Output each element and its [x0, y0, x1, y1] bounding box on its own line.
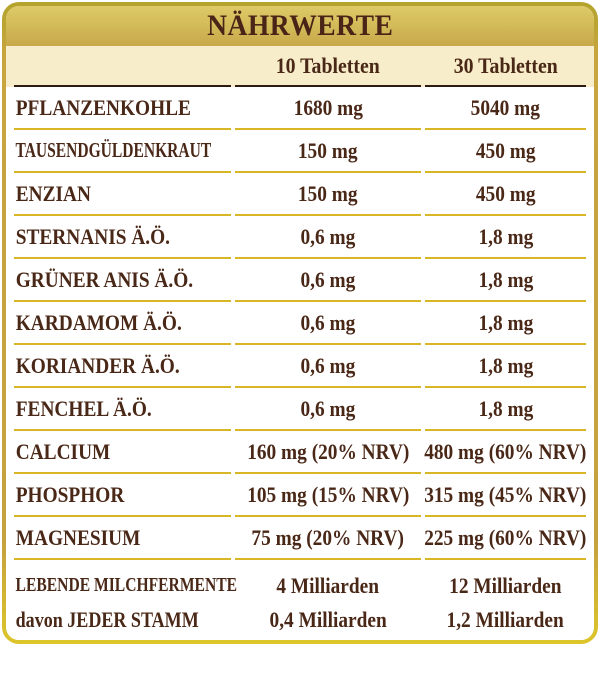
table-row: GRÜNER ANIS Ä.Ö. 0,6 mg 1,8 mg	[6, 259, 594, 302]
column-header-30-tabletten: 30 Tabletten	[425, 46, 586, 87]
table-row: STERNANIS Ä.Ö. 0,6 mg 1,8 mg	[6, 216, 594, 259]
live-ferments-block: LEBENDE MILCHFERMENTE 4 Milliarden 12 Mi…	[6, 560, 594, 640]
column-header-empty	[14, 46, 231, 87]
table-row: PHOSPHOR 105 mg (15% NRV) 315 mg (45% NR…	[6, 474, 594, 517]
row-value-30: 480 mg (60% NRV)	[424, 438, 587, 464]
row-label: TAUSENDGÜLDENKRAUT	[15, 138, 212, 162]
row-label: KARDAMOM Ä.Ö.	[15, 309, 182, 335]
row-value-30: 450 mg	[475, 180, 536, 206]
table-row: CALCIUM 160 mg (20% NRV) 480 mg (60% NRV…	[6, 431, 594, 474]
row-label: PHOSPHOR	[15, 481, 125, 507]
row-value-10: 0,6 mg	[300, 223, 356, 249]
row-value-30: 315 mg (45% NRV)	[424, 481, 587, 507]
row-value-30: 1,8 mg	[478, 309, 533, 335]
column-header-10-tabletten: 10 Tabletten	[235, 46, 421, 87]
row-label: LEBENDE MILCHFERMENTE	[15, 574, 238, 596]
row-value-10: 150 mg	[298, 180, 358, 206]
row-label: davon JEDER STAMM	[15, 606, 199, 632]
row-value-10: 0,4 Milliarden	[269, 606, 387, 632]
row-label: CALCIUM	[15, 438, 111, 464]
table-row: KARDAMOM Ä.Ö. 0,6 mg 1,8 mg	[6, 302, 594, 345]
row-value-30: 450 mg	[475, 137, 536, 163]
row-value-10: 1680 mg	[293, 94, 363, 120]
row-label: PFLANZENKOHLE	[15, 94, 191, 120]
row-value-10: 150 mg	[298, 137, 358, 163]
nutrition-table-card: NÄHRWERTE 10 Tabletten 30 Tabletten PFLA…	[2, 2, 598, 644]
row-value-30: 1,2 Milliarden	[446, 606, 565, 632]
row-label: KORIANDER Ä.Ö.	[15, 352, 180, 378]
row-label: GRÜNER ANIS Ä.Ö.	[15, 266, 194, 292]
row-value-10: 105 mg (15% NRV)	[246, 481, 410, 507]
row-value-10: 0,6 mg	[300, 309, 356, 335]
row-value-30: 1,8 mg	[478, 352, 533, 378]
row-label: ENZIAN	[15, 180, 91, 206]
page-title: NÄHRWERTE	[206, 9, 394, 42]
table-row: MAGNESIUM 75 mg (20% NRV) 225 mg (60% NR…	[6, 517, 594, 560]
row-value-30: 12 Milliarden	[449, 572, 562, 598]
nutrition-table: NÄHRWERTE 10 Tabletten 30 Tabletten PFLA…	[6, 6, 594, 640]
table-row: KORIANDER Ä.Ö. 0,6 mg 1,8 mg	[6, 345, 594, 388]
row-value-30: 225 mg (60% NRV)	[424, 524, 587, 550]
row-label: STERNANIS Ä.Ö.	[15, 223, 171, 249]
table-row: FENCHEL Ä.Ö. 0,6 mg 1,8 mg	[6, 388, 594, 431]
row-value-10: 0,6 mg	[300, 266, 356, 292]
table-header-band: NÄHRWERTE	[6, 6, 594, 46]
row-value-10: 75 mg (20% NRV)	[251, 524, 405, 550]
row-value-30: 5040 mg	[470, 94, 541, 120]
row-value-10: 0,6 mg	[300, 352, 356, 378]
row-value-30: 1,8 mg	[478, 395, 533, 421]
row-value-10: 160 mg (20% NRV)	[246, 438, 410, 464]
row-value-10: 0,6 mg	[300, 395, 356, 421]
table-row: TAUSENDGÜLDENKRAUT 150 mg 450 mg	[6, 130, 594, 173]
column-header-row: 10 Tabletten 30 Tabletten	[6, 46, 594, 87]
row-label: FENCHEL Ä.Ö.	[15, 395, 152, 421]
row-value-30: 1,8 mg	[478, 223, 533, 249]
row-value-10: 4 Milliarden	[276, 572, 380, 598]
row-label: MAGNESIUM	[15, 524, 141, 550]
table-row: PFLANZENKOHLE 1680 mg 5040 mg	[6, 87, 594, 130]
row-value-30: 1,8 mg	[478, 266, 533, 292]
table-row: ENZIAN 150 mg 450 mg	[6, 173, 594, 216]
